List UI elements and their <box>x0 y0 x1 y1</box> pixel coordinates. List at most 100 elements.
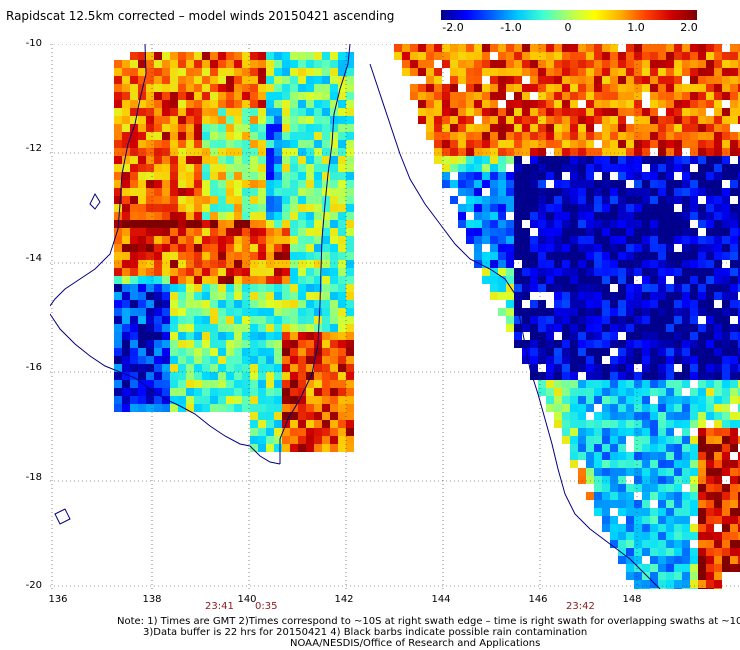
wind-cell <box>194 220 202 228</box>
wind-cell <box>594 308 602 316</box>
wind-cell <box>138 380 146 388</box>
wind-cell <box>402 68 410 76</box>
wind-cell <box>658 372 666 380</box>
wind-cell <box>234 196 242 204</box>
wind-cell <box>258 388 266 396</box>
wind-cell <box>570 324 578 332</box>
wind-cell <box>610 252 618 260</box>
wind-cell <box>234 396 242 404</box>
wind-cell <box>642 396 650 404</box>
wind-cell <box>722 332 730 340</box>
wind-cell <box>130 404 138 412</box>
wind-cell <box>602 252 610 260</box>
wind-cell <box>194 236 202 244</box>
wind-cell <box>442 92 450 100</box>
wind-cell <box>170 124 178 132</box>
wind-cell <box>634 548 642 556</box>
wind-cell <box>626 124 634 132</box>
wind-cell <box>226 164 234 172</box>
wind-cell <box>634 52 642 60</box>
wind-cell <box>690 284 698 292</box>
wind-cell <box>458 180 466 188</box>
wind-cell <box>666 564 674 572</box>
wind-cell <box>554 84 562 92</box>
wind-cell <box>578 476 586 484</box>
wind-cell <box>282 116 290 124</box>
wind-cell <box>738 324 740 332</box>
wind-cell <box>434 124 442 132</box>
wind-cell <box>162 204 170 212</box>
wind-cell <box>530 140 538 148</box>
wind-cell <box>522 188 530 196</box>
wind-cell <box>338 76 346 84</box>
wind-cell <box>114 268 122 276</box>
wind-cell <box>194 148 202 156</box>
wind-cell <box>282 92 290 100</box>
wind-cell <box>474 236 482 244</box>
wind-cell <box>666 180 674 188</box>
wind-cell <box>642 316 650 324</box>
wind-cell <box>586 292 594 300</box>
wind-cell <box>570 140 578 148</box>
wind-cell <box>634 116 642 124</box>
wind-cell <box>162 212 170 220</box>
footnote-line2: 3)Data buffer is 22 hrs for 20150421 4) … <box>143 627 588 638</box>
wind-cell <box>122 204 130 212</box>
wind-cell <box>634 332 642 340</box>
wind-cell <box>738 52 740 60</box>
wind-cell <box>626 140 634 148</box>
wind-cell <box>258 92 266 100</box>
wind-cell <box>554 316 562 324</box>
wind-cell <box>130 140 138 148</box>
wind-cell <box>706 100 714 108</box>
wind-cell <box>522 252 530 260</box>
wind-cell <box>610 500 618 508</box>
wind-cell <box>562 228 570 236</box>
wind-cell <box>314 364 322 372</box>
wind-cell <box>250 412 258 420</box>
wind-cell <box>242 188 250 196</box>
wind-cell <box>138 212 146 220</box>
wind-cell <box>346 116 354 124</box>
wind-cell <box>530 108 538 116</box>
wind-cell <box>642 60 650 68</box>
wind-cell <box>450 60 458 68</box>
wind-cell <box>138 316 146 324</box>
wind-cell <box>666 372 674 380</box>
wind-cell <box>634 572 642 580</box>
wind-cell <box>162 148 170 156</box>
wind-cell <box>570 380 578 388</box>
wind-cell <box>658 52 666 60</box>
wind-cell <box>306 84 314 92</box>
wind-cell <box>122 300 130 308</box>
wind-cell <box>154 404 162 412</box>
wind-cell <box>234 292 242 300</box>
wind-cell <box>570 364 578 372</box>
wind-cell <box>578 436 586 444</box>
wind-cell <box>674 92 682 100</box>
wind-cell <box>642 68 650 76</box>
wind-cell <box>322 68 330 76</box>
wind-cell <box>522 356 530 364</box>
wind-cell <box>618 404 626 412</box>
wind-cell <box>626 396 634 404</box>
wind-cell <box>194 196 202 204</box>
wind-cell <box>122 380 130 388</box>
wind-cell <box>418 100 426 108</box>
wind-cell <box>274 228 282 236</box>
wind-cell <box>218 404 226 412</box>
wind-cell <box>194 180 202 188</box>
wind-cell <box>626 148 634 156</box>
wind-cell <box>330 68 338 76</box>
wind-cell <box>306 444 314 452</box>
wind-cell <box>266 220 274 228</box>
wind-cell <box>338 436 346 444</box>
wind-cell <box>250 404 258 412</box>
wind-cell <box>146 404 154 412</box>
wind-cell <box>666 332 674 340</box>
wind-cell <box>258 300 266 308</box>
wind-cell <box>722 196 730 204</box>
wind-cell <box>490 76 498 84</box>
wind-cell <box>730 460 738 468</box>
wind-cell <box>306 172 314 180</box>
